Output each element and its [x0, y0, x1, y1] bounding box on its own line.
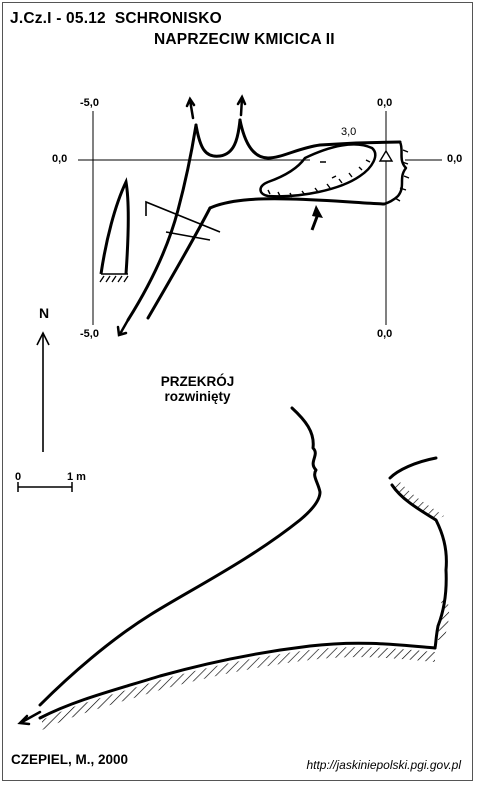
scale-bar — [17, 482, 73, 492]
coord-bottom-left: -5,0 — [80, 328, 99, 340]
plan-wall-inner-left — [146, 206, 212, 320]
map-frame — [2, 2, 473, 781]
plan-entrance-texture — [394, 149, 410, 202]
plan-side-chamber — [259, 143, 377, 198]
section-floor-hatching — [42, 647, 435, 730]
scale-end-label: 1 m — [67, 471, 86, 483]
arrow-up-left — [185, 96, 196, 120]
section-title: PRZEKRÓJ rozwinięty — [145, 374, 250, 404]
north-label: N — [39, 305, 50, 321]
survey-point-marker — [378, 149, 394, 162]
plan-wall-main-lower — [208, 197, 386, 210]
plan-wall-outer-left — [126, 123, 198, 322]
coord-top-left: -5,0 — [80, 97, 99, 109]
cave-name-line1: SCHRONISKO — [114, 10, 222, 27]
section-cut-marker — [145, 200, 221, 241]
cave-code: J.Cz.I - 05.12 — [10, 10, 106, 27]
cave-name-line2: NAPRZECIW KMICICA II — [154, 31, 335, 48]
coord-right-middle: 0,0 — [447, 153, 463, 165]
developed-section — [38, 406, 448, 720]
plan-view — [126, 118, 408, 322]
height-label: 3,0 — [341, 126, 357, 138]
coord-bottom-right: 0,0 — [377, 328, 393, 340]
plan-chamber-texture — [267, 159, 371, 198]
entrance-arrow — [310, 205, 323, 231]
plan-wall-upper-right — [238, 118, 402, 160]
section-ceiling — [38, 406, 322, 707]
coord-top-right: 0,0 — [377, 97, 393, 109]
author-credit: CZEPIEL, M., 2000 — [11, 752, 129, 767]
section-title-sub: rozwinięty — [164, 389, 231, 404]
section-title-main: PRZEKRÓJ — [160, 374, 235, 389]
cross-section-profile — [99, 177, 130, 283]
plan-grid — [78, 111, 442, 325]
cave-title: J.Cz.I - 05.12 SCHRONISKO — [10, 10, 222, 28]
section-continuation-arrow — [17, 710, 42, 726]
plan-chamber-dashes — [320, 161, 337, 179]
continuation-arrows — [116, 94, 247, 337]
source-url: http://jaskiniepolski.pgi.gov.pl — [306, 758, 461, 772]
coord-left-middle: 0,0 — [52, 153, 68, 165]
north-arrow — [36, 331, 50, 452]
arrow-up-right — [236, 94, 247, 117]
plan-wall-upper-lobe — [194, 118, 242, 158]
arrow-down-left — [116, 318, 130, 337]
section-floor — [38, 641, 437, 720]
section-wall-hatching — [392, 482, 450, 640]
plan-entrance-edge — [382, 140, 408, 206]
scale-start-label: 0 — [15, 471, 22, 483]
